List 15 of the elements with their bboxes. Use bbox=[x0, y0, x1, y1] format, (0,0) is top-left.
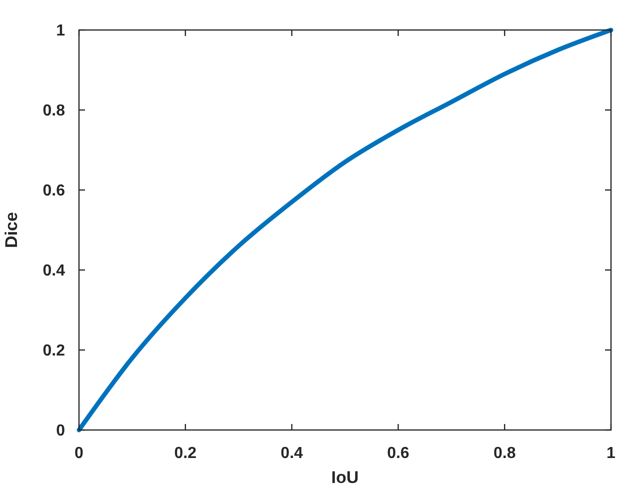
y-tick-label: 0 bbox=[56, 422, 66, 440]
x-tick-label: 0 bbox=[74, 445, 84, 462]
y-tick-label: 0.8 bbox=[42, 102, 66, 120]
x-axis-title: IoU bbox=[331, 468, 359, 487]
x-tick-label: 1 bbox=[606, 445, 616, 462]
y-tick-label: 0.4 bbox=[42, 262, 66, 280]
y-tick-label: 0.6 bbox=[42, 182, 66, 200]
x-tick-label: 0.4 bbox=[280, 445, 304, 462]
x-tick-label: 0.2 bbox=[174, 445, 197, 462]
y-tick-label: 0.2 bbox=[42, 342, 66, 360]
y-tick-label: 1 bbox=[56, 22, 66, 40]
x-tick-label: 0.6 bbox=[387, 445, 410, 462]
line-series bbox=[76, 28, 614, 432]
y-axis-title: Dice bbox=[2, 212, 21, 248]
x-tick-label: 0.8 bbox=[493, 445, 516, 462]
